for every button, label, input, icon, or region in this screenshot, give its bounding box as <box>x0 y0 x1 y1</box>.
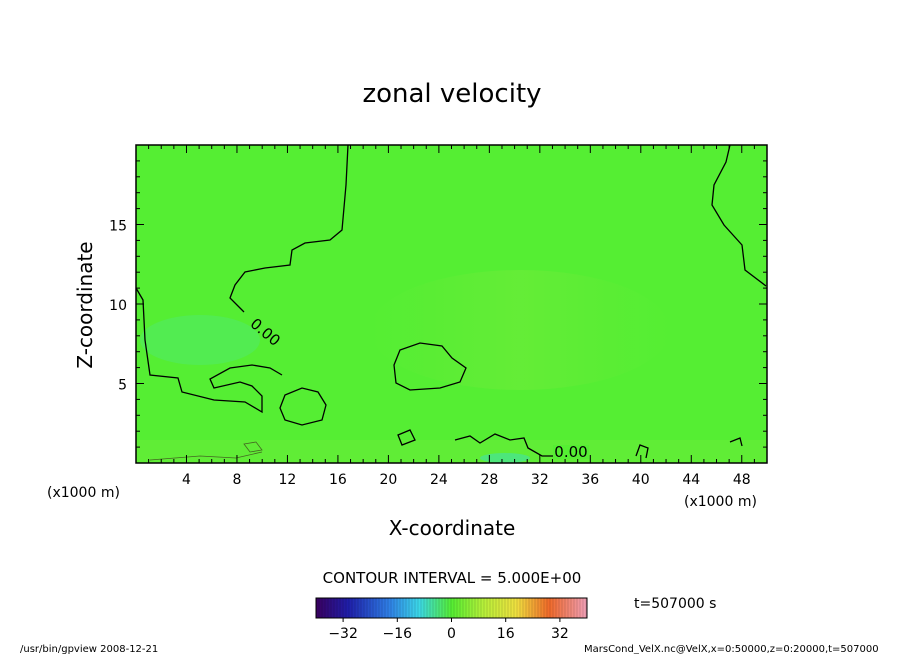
contour-label-bg <box>553 445 589 459</box>
colorbar-ticks: −32 −16 0 16 32 <box>328 618 569 642</box>
colorbar-stripes <box>318 598 587 618</box>
x-unit-right: (x1000 m) <box>684 494 757 510</box>
x-tick-label: 16 <box>329 472 347 488</box>
colorbar: −32 −16 0 16 32 <box>315 597 588 642</box>
zero-contours <box>135 144 767 459</box>
colorbar-tick-label: −32 <box>328 626 358 642</box>
y-tick-label: 15 <box>109 219 127 235</box>
contour-line <box>243 441 263 453</box>
x-tick-label: 48 <box>733 472 751 488</box>
contour-line <box>229 144 349 313</box>
x-tick-label: 28 <box>480 472 498 488</box>
contour-line <box>279 387 327 426</box>
heatmap-region <box>370 270 670 390</box>
x-tick-label: 36 <box>581 472 599 488</box>
x-tick-label: 44 <box>682 472 700 488</box>
x-tick-label: 32 <box>531 472 549 488</box>
x-axis-label: X-coordinate <box>389 516 516 540</box>
contour-line <box>454 433 582 457</box>
time-label: t=507000 s <box>634 596 716 612</box>
thin-contours <box>149 441 263 461</box>
footer-left: /usr/bin/gpview 2008-12-21 <box>20 644 158 654</box>
y-tick-label: 5 <box>118 378 127 394</box>
x-unit-left: (x1000 m) <box>47 485 120 501</box>
contour-line <box>729 437 743 447</box>
contour-label: 0.00 <box>554 443 587 461</box>
contour-line <box>397 429 416 446</box>
x-tick-label: 20 <box>379 472 397 488</box>
contour-line <box>135 287 283 414</box>
contour-line <box>393 342 467 391</box>
x-tick-label: 4 <box>182 472 191 488</box>
contour-line <box>635 444 649 459</box>
contour-line <box>149 451 263 461</box>
x-tick-label: 40 <box>632 472 650 488</box>
chart-title: zonal velocity <box>362 79 541 109</box>
heatmap-region <box>140 315 260 365</box>
contour-line <box>711 144 767 287</box>
x-tick-label: 8 <box>232 472 241 488</box>
y-tick-label: 10 <box>109 298 127 314</box>
x-tick-label: 12 <box>279 472 297 488</box>
colorbar-tick-label: 32 <box>551 626 569 642</box>
contour-interval: CONTOUR INTERVAL = 5.000E+00 <box>323 569 582 587</box>
heatmap-region <box>136 440 767 463</box>
y-axis-label: Z-coordinate <box>73 241 97 368</box>
colorbar-tick-label: 16 <box>497 626 515 642</box>
x-tick-label: 24 <box>430 472 448 488</box>
colorbar-tick-label: −16 <box>383 626 413 642</box>
footer-right: MarsCond_VelX.nc@VelX,x=0:50000,z=0:2000… <box>584 644 879 654</box>
colorbar-tick-label: 0 <box>447 626 456 642</box>
colorbar-gradient <box>316 598 587 618</box>
heatmap-region <box>480 453 530 463</box>
